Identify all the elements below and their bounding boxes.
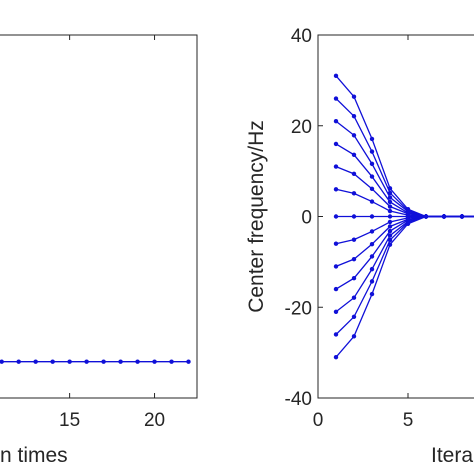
data-point [186, 359, 191, 364]
data-point [387, 242, 393, 247]
x-axis-label: Itera [431, 444, 473, 467]
data-point [387, 199, 393, 205]
y-axis-label: Center frequency/Hz [245, 120, 268, 313]
data-point [351, 133, 357, 138]
data-point [387, 195, 393, 200]
x-tick-label: 5 [403, 410, 414, 431]
y-tick-label: 40 [291, 26, 312, 47]
data-point [33, 359, 38, 364]
series-line [335, 75, 474, 218]
data-point [351, 171, 357, 177]
plot-box [0, 34, 198, 399]
data-point [333, 73, 339, 79]
plot-area [333, 73, 474, 360]
data-point [387, 190, 393, 196]
data-point [369, 199, 375, 204]
series-line [335, 215, 474, 358]
data-point [351, 191, 357, 196]
data-point [333, 241, 339, 246]
data-point [333, 141, 339, 147]
data-point [333, 264, 339, 269]
data-point [387, 214, 393, 219]
data-point [423, 214, 429, 219]
data-point [351, 334, 357, 339]
data-point [333, 164, 339, 169]
x-axis-label: n times [0, 444, 68, 467]
data-point [441, 214, 447, 219]
data-point [351, 276, 357, 281]
data-point [459, 214, 465, 219]
data-point [333, 187, 339, 192]
data-point [369, 136, 375, 142]
data-point [351, 314, 357, 319]
data-point [387, 204, 393, 209]
data-point [333, 286, 339, 292]
data-point [387, 233, 393, 238]
data-point [369, 174, 375, 179]
y-tick-label: 0 [301, 208, 312, 229]
data-point [369, 161, 375, 167]
data-point [405, 221, 411, 226]
data-point [369, 214, 375, 219]
data-point [387, 237, 393, 243]
data-point [351, 237, 357, 242]
data-point [351, 214, 357, 219]
data-point [351, 295, 357, 300]
data-point [351, 256, 357, 262]
data-point [351, 114, 357, 119]
y-tick-label: 20 [291, 117, 312, 138]
data-point [16, 359, 21, 364]
plot-area [0, 359, 191, 364]
x-tick-label: 20 [144, 410, 165, 431]
data-point [50, 359, 55, 364]
data-point [387, 219, 393, 225]
data-point [169, 359, 174, 364]
series-line [335, 215, 474, 313]
data-point [101, 359, 106, 364]
data-point [369, 186, 375, 192]
data-point [351, 94, 357, 99]
data-point [333, 119, 339, 124]
x-tick-label: 0 [313, 410, 324, 431]
data-point [387, 228, 393, 234]
data-point [387, 208, 393, 214]
data-point [333, 214, 339, 219]
series-line [335, 120, 474, 218]
y-tick-label: -40 [285, 389, 312, 410]
data-point [152, 359, 157, 364]
data-point [369, 149, 375, 154]
data-point [351, 152, 357, 157]
data-point [333, 309, 339, 314]
data-point [135, 359, 140, 364]
data-point [67, 359, 72, 364]
data-point [0, 359, 4, 364]
data-point [369, 291, 375, 297]
data-point [333, 332, 339, 337]
data-point [118, 359, 123, 364]
data-point [369, 241, 375, 247]
data-point [387, 224, 393, 229]
x-tick-label: 15 [59, 410, 80, 431]
data-point [369, 254, 375, 259]
data-point [333, 354, 339, 360]
data-point [369, 279, 375, 284]
data-point [369, 266, 375, 272]
data-point [369, 229, 375, 234]
data-point [333, 96, 339, 101]
data-point [84, 359, 89, 364]
y-tick-label: -20 [285, 298, 312, 319]
